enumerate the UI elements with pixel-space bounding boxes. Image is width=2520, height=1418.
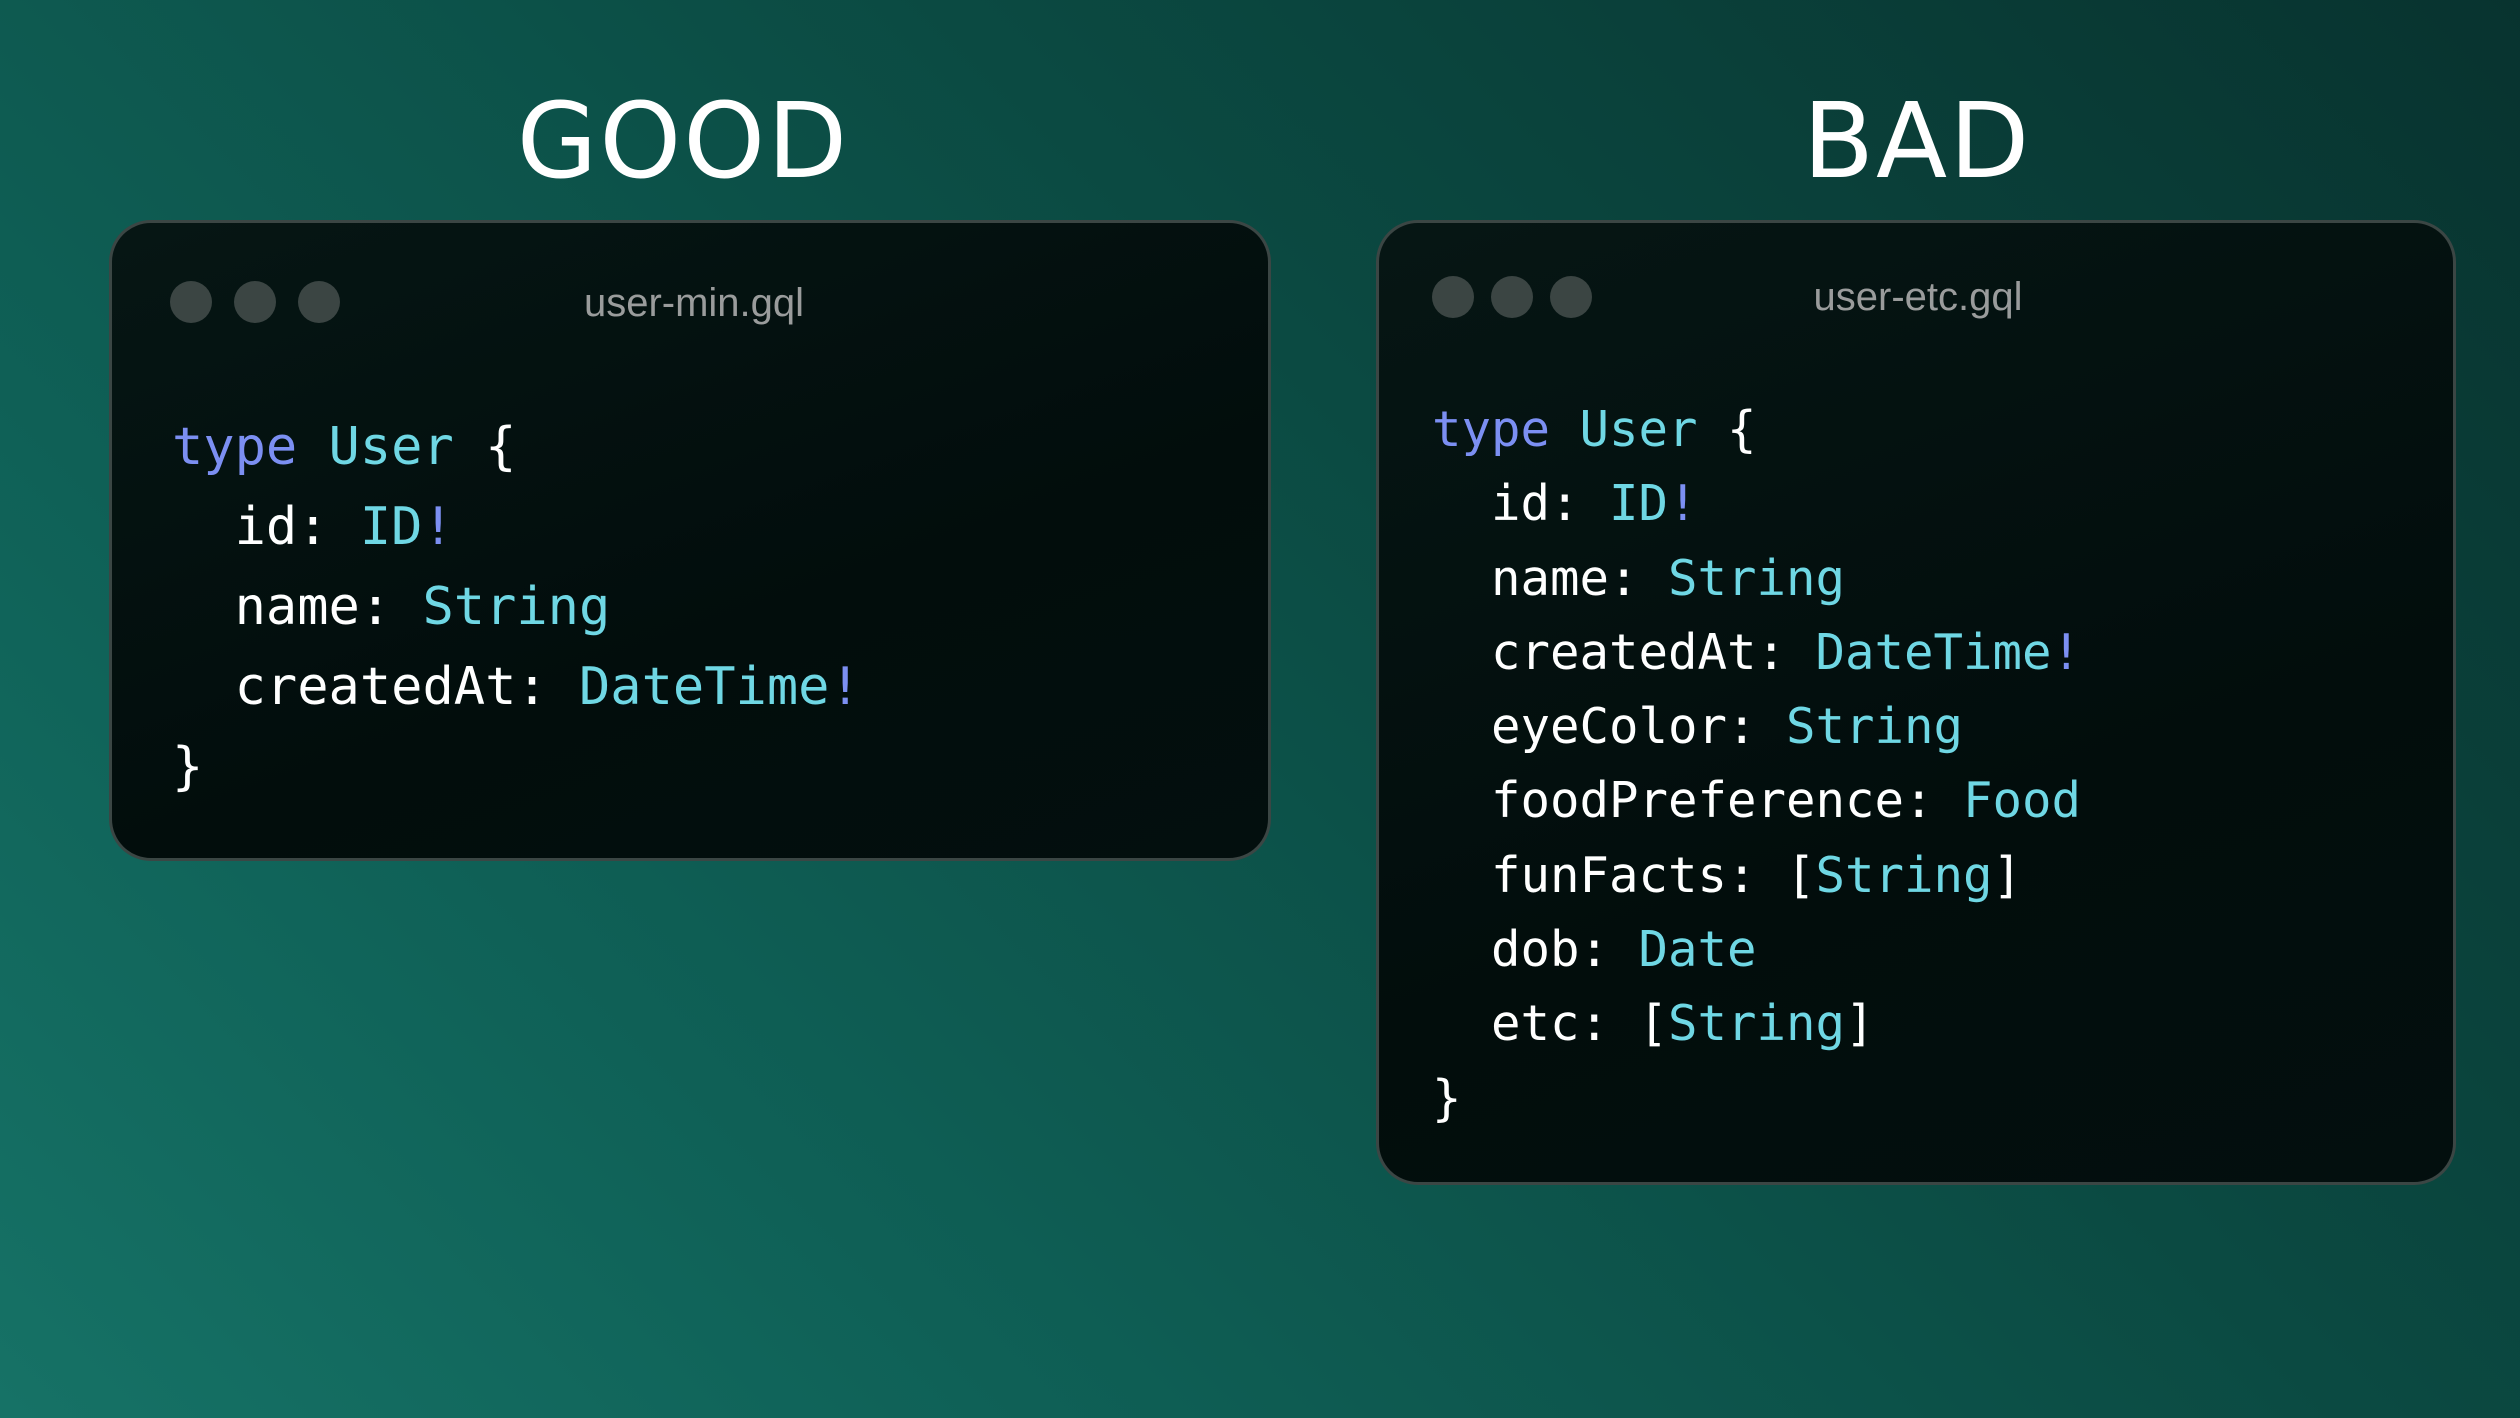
type-token: DateTime (579, 657, 830, 717)
code-token: { (453, 417, 517, 477)
code-token: name: (1432, 549, 1669, 607)
code-line: createdAt: DateTime! (1432, 616, 2081, 690)
type-token: ID (359, 497, 423, 557)
code-token: { (1697, 401, 1757, 458)
filename: user-min.gql (583, 281, 805, 325)
window-dot-icon (298, 281, 340, 323)
good-heading: GOOD (516, 80, 850, 202)
code-line: } (1432, 1062, 2081, 1136)
type-token: Date (1638, 921, 1757, 979)
keyword-token: ! (829, 657, 861, 717)
code-token: createdAt: (1432, 623, 1816, 681)
code-line: name: String (172, 567, 861, 647)
code-block: type User { id: ID! name: String created… (172, 407, 861, 807)
code-token: id: (1432, 475, 1610, 533)
code-token: } (1432, 1069, 1462, 1127)
code-line: createdAt: DateTime! (172, 647, 861, 727)
type-token: User (1579, 401, 1698, 458)
code-token: etc: [ (1432, 995, 1669, 1053)
type-token: Food (1963, 772, 2082, 830)
keyword-token: type (1432, 401, 1551, 458)
code-line: foodPreference: Food (1432, 764, 2081, 838)
type-token: String (1786, 698, 1964, 756)
type-token: String (1668, 549, 1846, 607)
type-token: String (1815, 846, 1993, 904)
code-token: eyeColor: (1432, 698, 1787, 756)
bad-code-window: user-etc.gql type User { id: ID! name: S… (1376, 220, 2456, 1185)
window-dot-icon (1491, 276, 1533, 318)
code-token: dob: (1432, 921, 1639, 979)
code-line: funFacts: [String] (1432, 839, 2081, 913)
code-line: etc: [String] (1432, 987, 2081, 1061)
code-token: funFacts: [ (1432, 846, 1816, 904)
code-line: id: ID! (1432, 467, 2081, 541)
keyword-token: ! (1668, 475, 1698, 533)
code-line: id: ID! (172, 487, 861, 567)
keyword-token: ! (2051, 623, 2082, 681)
type-token: User (328, 417, 454, 477)
code-token: createdAt: (172, 657, 579, 717)
code-block: type User { id: ID! name: String created… (1432, 393, 2081, 1136)
code-token: ] (1845, 995, 1875, 1053)
code-line: name: String (1432, 542, 2081, 616)
code-line: type User { (172, 407, 861, 487)
code-token: } (172, 737, 204, 797)
good-code-window: user-min.gql type User { id: ID! name: S… (109, 220, 1271, 861)
code-token (297, 417, 328, 477)
type-token: String (422, 577, 611, 637)
window-dot-icon (234, 281, 276, 323)
code-token: ] (1992, 846, 2023, 904)
code-line: eyeColor: String (1432, 690, 2081, 764)
code-line: } (172, 727, 861, 807)
code-token: id: (172, 497, 360, 557)
keyword-token: type (172, 417, 298, 477)
bad-heading: BAD (1802, 80, 2032, 202)
code-token: name: (172, 577, 423, 637)
keyword-token: ! (422, 497, 454, 557)
code-line: type User { (1432, 393, 2081, 467)
code-token (1550, 401, 1580, 458)
code-line: dob: Date (1432, 913, 2081, 987)
window-dot-icon (1432, 276, 1474, 318)
window-dot-icon (170, 281, 212, 323)
code-token: foodPreference: (1432, 772, 1964, 830)
filename: user-etc.gql (1813, 275, 2023, 319)
type-token: DateTime (1815, 623, 2052, 681)
type-token: ID (1609, 475, 1669, 533)
type-token: String (1668, 995, 1846, 1053)
window-dot-icon (1550, 276, 1592, 318)
